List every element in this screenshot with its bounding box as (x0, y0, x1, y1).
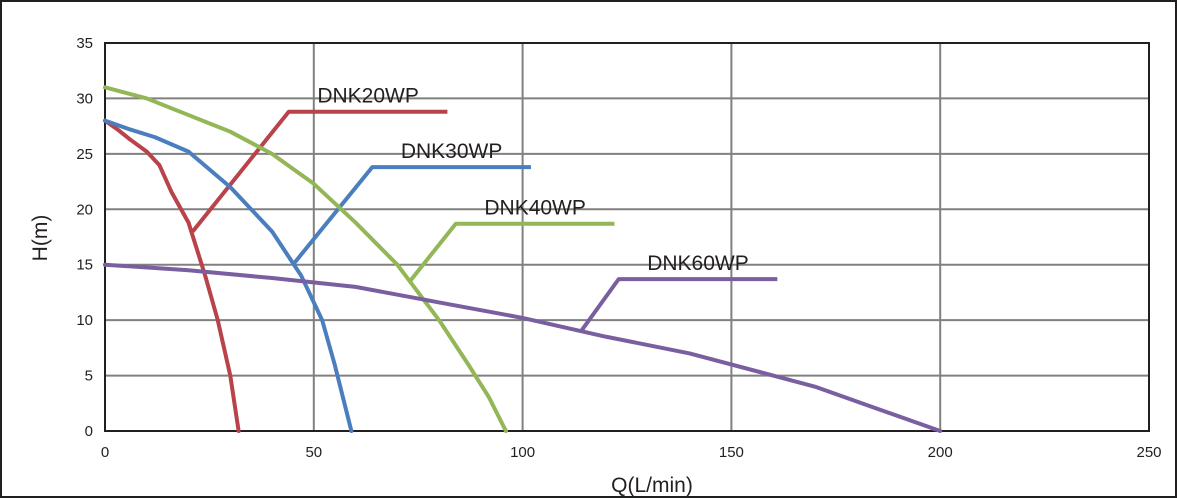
data-point (115, 127, 120, 132)
data-point (353, 220, 358, 225)
data-point (228, 129, 233, 134)
data-point (103, 262, 107, 267)
data-point (186, 268, 191, 273)
data-point (270, 229, 274, 234)
label-leader-line (291, 165, 531, 266)
data-point (144, 149, 149, 154)
data-point (312, 181, 316, 186)
y-tick-label: 30 (76, 90, 93, 107)
y-tick-label: 5 (85, 368, 93, 385)
series-DNK30WP: DNK30WP (103, 118, 531, 433)
data-point (270, 276, 274, 280)
series-line (103, 118, 241, 433)
data-point (270, 152, 274, 156)
data-point (299, 274, 304, 278)
x-tick-label: 200 (928, 444, 953, 461)
x-tick-label: 150 (719, 444, 744, 461)
y-axis-label: H(m) (29, 215, 52, 262)
x-axis-label: Q(L/min) (611, 474, 693, 497)
data-point (938, 429, 942, 433)
x-tick-label: 50 (305, 444, 322, 461)
data-point (437, 318, 441, 322)
data-point (103, 85, 107, 90)
series-label: DNK60WP (647, 252, 749, 275)
label-leader-line (191, 109, 448, 233)
data-point (604, 334, 608, 339)
series-layer: DNK20WP DNK30WP DNK40WP DNK60WP (103, 85, 943, 433)
data-point (186, 113, 191, 117)
series-line (103, 118, 354, 433)
data-point (320, 318, 324, 322)
data-point (170, 190, 174, 195)
plot-frame (104, 42, 1150, 432)
data-point (813, 384, 817, 389)
y-tick-label: 0 (85, 423, 93, 440)
data-point (437, 300, 441, 305)
series-label: DNK20WP (317, 85, 419, 108)
x-tick-label: 100 (510, 444, 535, 461)
data-point (203, 274, 208, 278)
y-tick-label: 35 (76, 35, 93, 52)
data-point (128, 137, 132, 142)
data-point (771, 373, 775, 378)
data-point (487, 395, 491, 400)
data-point (395, 262, 400, 267)
data-point (144, 96, 149, 101)
data-point (153, 135, 157, 140)
label-leader-line (579, 277, 778, 333)
data-point (236, 429, 241, 433)
x-tick-label: 250 (1136, 444, 1161, 461)
data-point (504, 429, 508, 433)
y-tick-label: 15 (76, 257, 93, 274)
series-label: DNK30WP (401, 140, 503, 163)
series-line (103, 85, 508, 433)
data-point (128, 127, 132, 132)
data-point (466, 362, 471, 367)
data-point (186, 149, 191, 154)
data-point (228, 185, 233, 189)
data-point (228, 373, 233, 378)
data-point (353, 285, 358, 289)
data-point (186, 220, 191, 225)
series-DNK60WP: DNK60WP (103, 252, 943, 433)
y-tick-label: 25 (76, 146, 93, 163)
x-tick-label: 0 (101, 444, 109, 461)
data-point (520, 316, 525, 320)
data-point (332, 362, 337, 367)
y-tick-label: 20 (76, 201, 93, 218)
series-DNK20WP: DNK20WP (103, 85, 448, 433)
data-point (349, 429, 354, 433)
data-point (103, 118, 107, 123)
data-point (157, 163, 162, 167)
series-label: DNK40WP (484, 197, 586, 220)
grid (104, 42, 1150, 432)
series-DNK40WP: DNK40WP (103, 85, 615, 433)
y-tick-label: 10 (76, 312, 93, 329)
data-point (875, 407, 880, 411)
data-point (215, 318, 220, 322)
series-line (103, 262, 943, 433)
label-leader-line (408, 221, 615, 283)
tick-labels: 0 5 10 15 20 25 30 35 0 50 100 150 200 250 (76, 35, 1161, 461)
data-point (687, 351, 692, 356)
